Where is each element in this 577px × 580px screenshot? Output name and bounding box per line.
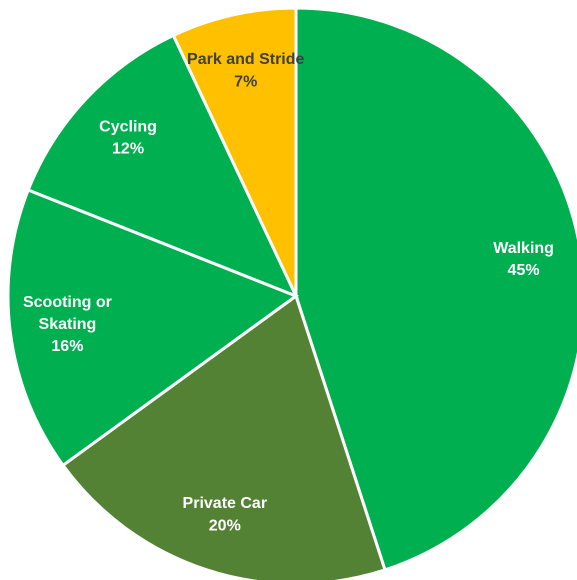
value-label: 45% (508, 262, 540, 279)
slice-label-line: Scooting or (23, 294, 112, 311)
slice-label: Park and Stride (187, 51, 304, 68)
pie-slice (6, 188, 300, 468)
slice-label-line: Cycling (99, 118, 157, 135)
slice-label-line: Private Car (183, 495, 268, 512)
value-label: 20% (209, 517, 241, 534)
slice-label-line: Walking (493, 240, 554, 257)
slice-label-line: Skating (39, 316, 97, 333)
slice-label: Walking (493, 240, 554, 257)
slice-label-line: Park and Stride (187, 51, 304, 68)
value-label: 7% (234, 73, 257, 90)
value-label: 12% (112, 140, 144, 157)
pie-slice (171, 6, 298, 297)
slice-label: Cycling (99, 118, 157, 135)
pie-slice (26, 33, 299, 299)
slice-label: Private Car (183, 495, 268, 512)
slice-label: Scooting or Skating (23, 294, 112, 333)
pie-slice (294, 6, 577, 572)
value-label: 16% (51, 338, 83, 355)
